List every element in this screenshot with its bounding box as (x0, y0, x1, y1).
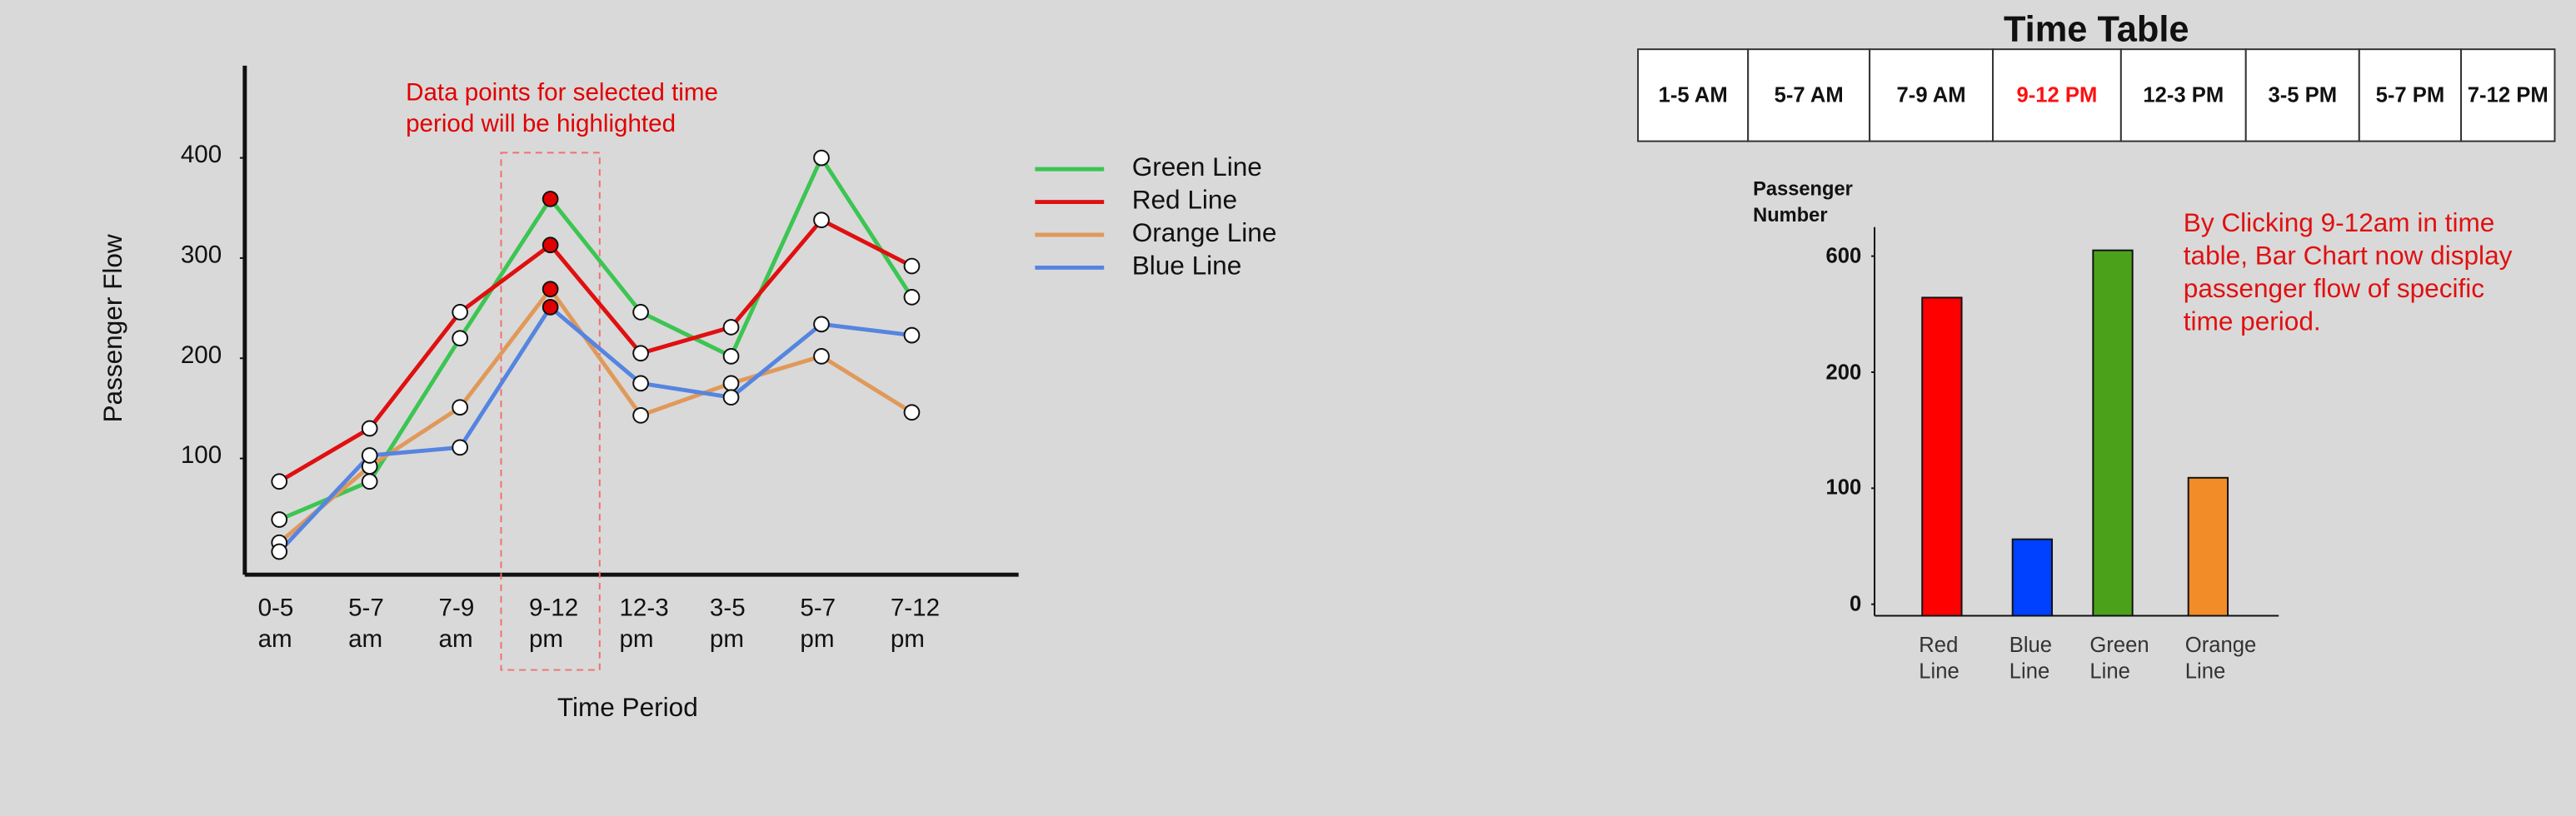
bar (2011, 538, 2054, 617)
x-tick-label: 9-12 pm (528, 594, 579, 654)
data-point (903, 404, 921, 421)
legend-label: Red Line (1131, 187, 1238, 216)
x-tick-label: Blue Line (2009, 632, 2053, 684)
bar (2092, 249, 2134, 617)
data-point (722, 389, 740, 406)
y-axis-label: Passenger Flow (100, 234, 128, 423)
table-cell[interactable] (1637, 48, 1750, 142)
y-tick-label: 200 (180, 341, 222, 371)
data-point (813, 211, 830, 229)
y-axis-label: Passenger Number (1753, 177, 1853, 226)
legend-label: Blue Line (1131, 252, 1242, 281)
data-point (361, 447, 378, 464)
table-cell[interactable] (1992, 48, 2122, 142)
data-point (271, 543, 288, 560)
time-slot[interactable]: 7-9 AM (1896, 82, 1966, 107)
y-tick-label: 100 (180, 441, 222, 470)
y-tick-label: 400 (180, 141, 222, 170)
data-point (271, 473, 288, 490)
annotation: Data points for selected time period wil… (406, 78, 718, 138)
y-tick-label: 200 (1825, 359, 1862, 384)
y-tick-label: 600 (1825, 242, 1862, 268)
data-point (903, 289, 921, 306)
annotation: By Clicking 9-12am in time table, Bar Ch… (2183, 210, 2513, 337)
time-slot[interactable]: 1-5 AM (1658, 82, 1728, 107)
y-tick-label: 300 (180, 241, 222, 270)
bar (2187, 476, 2229, 617)
time-slot[interactable]: 9-12 PM (2016, 82, 2098, 107)
data-point (903, 326, 921, 344)
data-point (452, 399, 469, 416)
data-point (903, 257, 921, 275)
data-point (632, 407, 649, 424)
data-point (632, 304, 649, 321)
series-line (277, 217, 913, 484)
series-line (277, 286, 913, 545)
data-point (813, 348, 830, 365)
x-tick-label: Orange Line (2184, 632, 2257, 684)
data-point (361, 420, 378, 437)
data-point (722, 375, 740, 392)
time-slot[interactable]: 5-7 PM (2375, 82, 2445, 107)
data-point (452, 439, 469, 456)
x-tick-label: Red Line (1919, 632, 1959, 684)
time-slot[interactable]: 12-3 PM (2143, 82, 2224, 107)
table-cell[interactable] (1747, 48, 1871, 142)
time-slot[interactable]: 3-5 PM (2268, 82, 2338, 107)
x-tick-label: 3-5 pm (709, 594, 746, 654)
y-tick-label: 0 (1850, 590, 1862, 616)
y-tick-label: 100 (1825, 475, 1862, 500)
table-cell[interactable] (2460, 48, 2556, 142)
time-slot[interactable]: 7-12 PM (2467, 82, 2549, 107)
legend-label: Green Line (1131, 154, 1262, 182)
table-cell[interactable] (1869, 48, 1994, 142)
legend-label: Orange Line (1131, 220, 1277, 248)
x-tick-label: 5-7 pm (800, 594, 836, 654)
data-point (452, 304, 469, 321)
x-tick-label: Green Line (2089, 632, 2149, 684)
table-title: Time Table (2003, 7, 2189, 50)
data-point (813, 316, 830, 333)
x-tick-label: 7-9 am (438, 594, 475, 654)
x-tick-label: 7-12 pm (890, 594, 941, 654)
series-line (277, 304, 912, 554)
data-point (361, 473, 378, 490)
data-point (542, 299, 559, 316)
x-tick-label: 0-5 am (257, 594, 294, 654)
x-tick-label: 5-7 am (348, 594, 384, 654)
table-cell[interactable] (2358, 48, 2463, 142)
data-point (632, 345, 649, 362)
table-cell[interactable] (2244, 48, 2360, 142)
highlight-box (500, 152, 601, 671)
bar (1921, 296, 1963, 617)
data-point (452, 330, 469, 347)
data-point (722, 319, 740, 336)
data-point (542, 236, 559, 254)
x-tick-label: 12-3 pm (619, 594, 669, 654)
data-point (542, 281, 559, 298)
data-point (632, 375, 649, 392)
data-point (722, 348, 740, 365)
time-slot[interactable]: 5-7 AM (1774, 82, 1844, 107)
data-point (813, 149, 830, 167)
x-axis-label: Time Period (557, 694, 698, 723)
data-point (271, 511, 288, 528)
data-point (542, 191, 559, 207)
